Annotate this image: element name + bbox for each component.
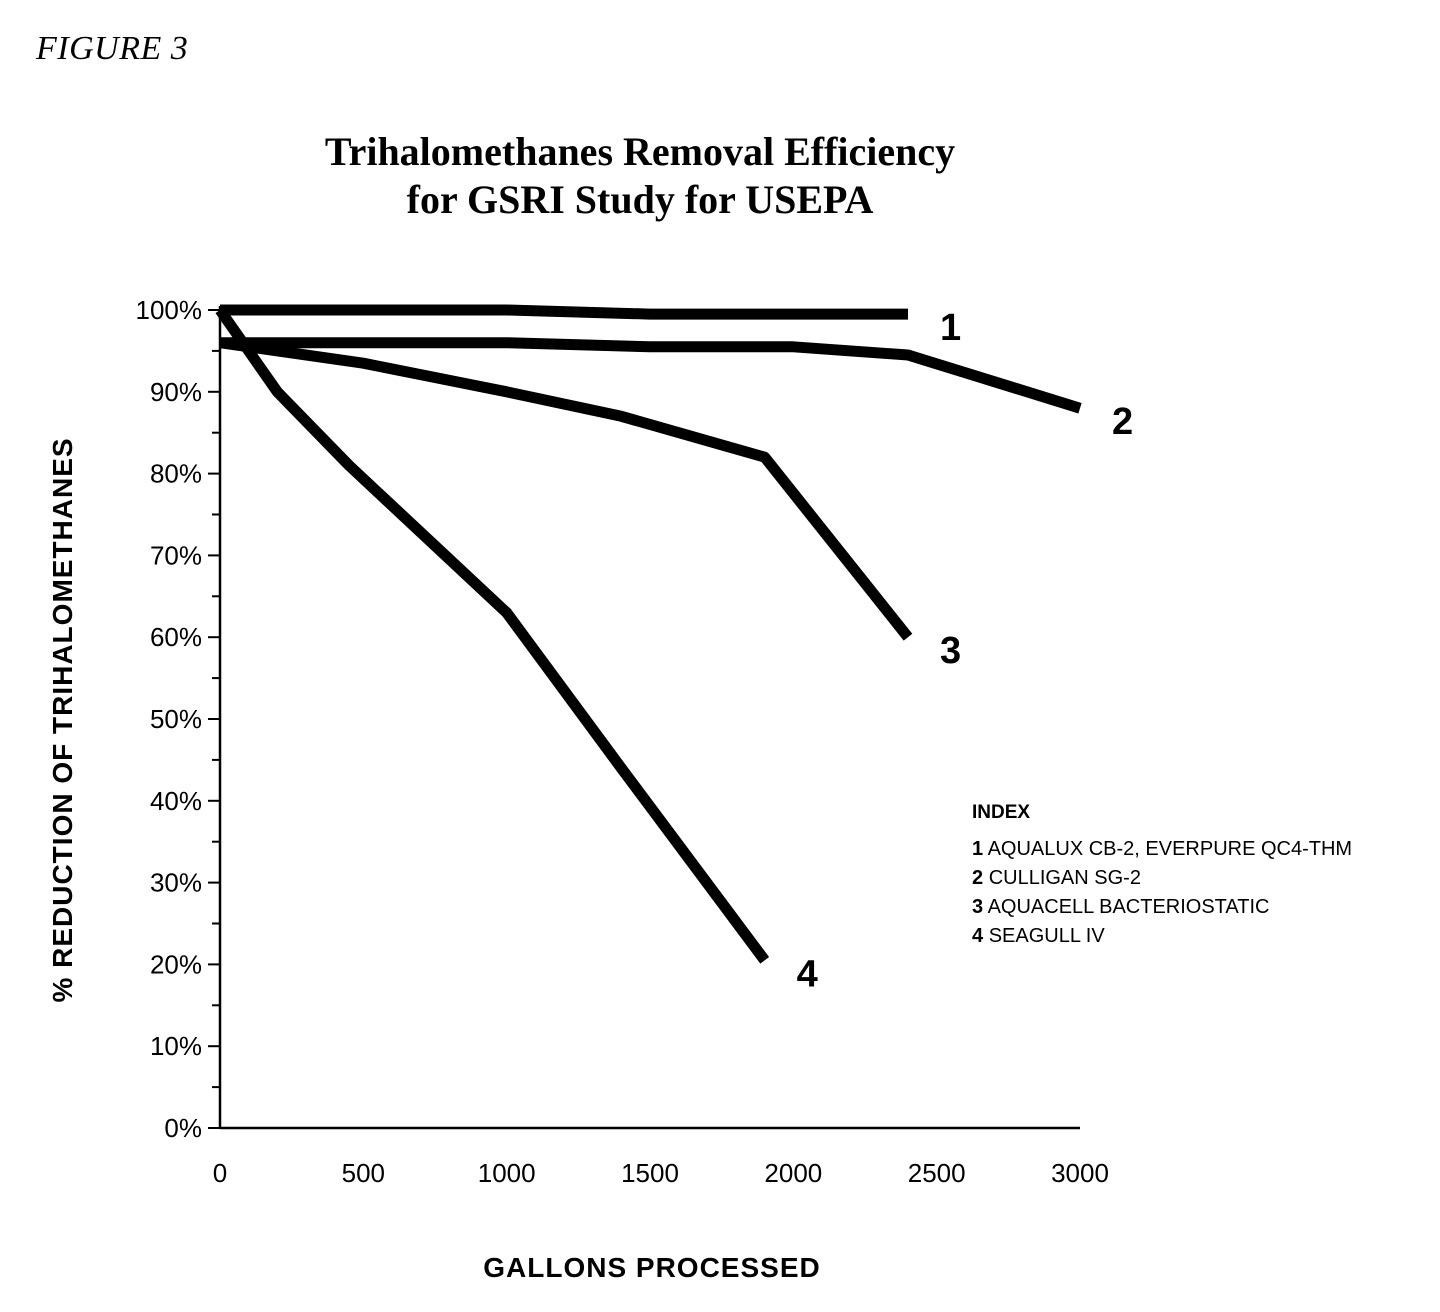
- y-tick-label: 0%: [164, 1113, 202, 1143]
- chart-title: Trihalomethanes Removal Efficiency for G…: [220, 128, 1060, 224]
- legend-item-number: 3: [972, 896, 984, 918]
- series-line-1: [220, 304, 908, 320]
- legend-item: 3 AQUACELL BACTERIOSTATIC: [972, 893, 1352, 922]
- legend: INDEX 1 AQUALUX CB-2, EVERPURE QC4-THM 2…: [972, 798, 1352, 951]
- series-end-label: 1: [940, 307, 961, 349]
- x-tick-label: 500: [342, 1158, 385, 1188]
- legend-item: 4 SEAGULL IV: [972, 922, 1352, 951]
- series-end-label: 2: [1112, 401, 1133, 443]
- y-tick-label: 70%: [150, 540, 202, 570]
- series-line-4: [215, 306, 770, 964]
- y-tick-label: 80%: [150, 459, 202, 489]
- legend-item-number: 4: [972, 925, 984, 947]
- x-tick-label: 3000: [1051, 1158, 1109, 1188]
- series-layer: [215, 304, 1082, 964]
- x-axis-title: GALLONS PROCESSED: [483, 1252, 820, 1283]
- legend-item-label: AQUALUX CB-2, EVERPURE QC4-THM: [987, 838, 1353, 860]
- y-tick-label: 90%: [150, 377, 202, 407]
- series-end-label: 4: [797, 953, 818, 995]
- x-tick-label: 1500: [621, 1158, 679, 1188]
- y-tick-label: 60%: [150, 622, 202, 652]
- legend-item-label: AQUACELL BACTERIOSTATIC: [987, 896, 1270, 918]
- y-axis-title: % REDUCTION OF TRIHALOMETHANES: [47, 437, 78, 1002]
- axes-layer: 0% 10% 20% 30% 40% 50% 60% 70% 80% 90% 100% 0 500 100…: [136, 295, 1109, 1188]
- x-tick-label: 2000: [764, 1158, 822, 1188]
- x-tick-label: 0: [213, 1158, 227, 1188]
- legend-title: INDEX: [972, 802, 1031, 823]
- y-tick-label: 10%: [150, 1031, 202, 1061]
- y-tick-label: 40%: [150, 786, 202, 816]
- legend-item: 1 AQUALUX CB-2, EVERPURE QC4-THM: [972, 835, 1352, 864]
- legend-item-number: 1: [972, 838, 984, 860]
- series-line-2: [220, 337, 1082, 414]
- legend-item: 2 CULLIGAN SG-2: [972, 864, 1352, 893]
- chart-title-line-1: Trihalomethanes Removal Efficiency: [324, 129, 956, 174]
- y-tick-label: 50%: [150, 704, 202, 734]
- y-tick-label: 20%: [150, 949, 202, 979]
- figure-label: FIGURE 3: [36, 30, 189, 67]
- y-tick-label: 100%: [136, 295, 203, 325]
- x-tick-label: 1000: [478, 1158, 536, 1188]
- legend-item-label: SEAGULL IV: [988, 925, 1105, 947]
- series-line-3: [219, 337, 913, 641]
- y-tick-label: 30%: [150, 868, 202, 898]
- legend-item-number: 2: [972, 867, 984, 889]
- x-tick-label: 2500: [908, 1158, 966, 1188]
- series-end-label: 3: [940, 630, 961, 672]
- series-label-layer: 1 2 3 4: [797, 307, 1133, 995]
- legend-item-label: CULLIGAN SG-2: [988, 867, 1141, 889]
- chart-title-line-2: for GSRI Study for USEPA: [406, 177, 874, 222]
